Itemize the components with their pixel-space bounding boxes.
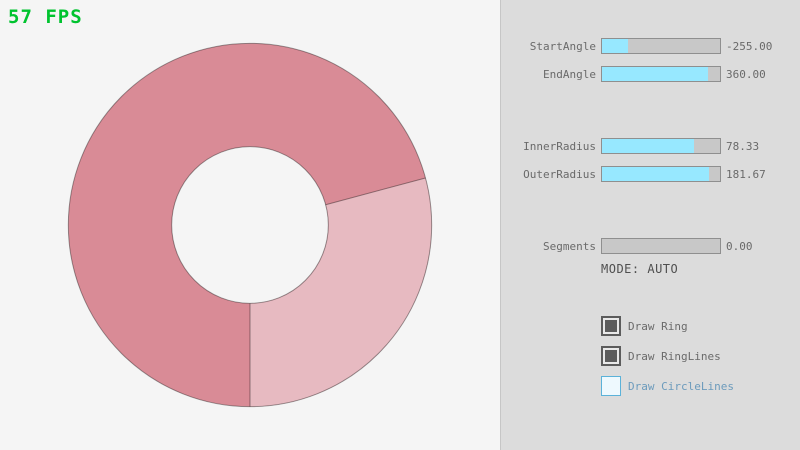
check-mark (605, 350, 617, 362)
slider-row: OuterRadius 181.67 (501, 166, 766, 182)
checkbox-row: Draw Ring (601, 316, 688, 336)
slider-value: -255.00 (726, 39, 773, 53)
ring-edge-right (325, 177, 426, 206)
ring-outline-outer (67, 42, 433, 408)
fps-counter: 57 FPS (8, 6, 83, 28)
draw-ring-checkbox[interactable] (601, 316, 621, 336)
ring-outline-inner (171, 146, 329, 304)
outer-radius-slider[interactable] (601, 166, 721, 182)
slider-row: EndAngle 360.00 (501, 66, 766, 82)
slider-label: OuterRadius (523, 167, 596, 181)
slider-fill (602, 167, 710, 181)
end-angle-slider[interactable] (601, 66, 721, 82)
slider-row: Segments 0.00 (501, 238, 753, 254)
start-angle-slider[interactable] (601, 38, 721, 54)
slider-label: Segments (543, 239, 596, 253)
inner-radius-slider[interactable] (601, 138, 721, 154)
slider-row: StartAngle -255.00 (501, 38, 772, 54)
slider-value: 181.67 (726, 167, 766, 181)
slider-row: InnerRadius 78.33 (501, 138, 759, 154)
checkbox-label: Draw Ring (628, 319, 688, 333)
ring-light-sector (250, 177, 432, 407)
control-panel: StartAngle -255.00 EndAngle 360.00 Inner… (500, 0, 800, 450)
checkbox-label: Draw CircleLines (628, 379, 734, 393)
mode-label: MODE: AUTO (601, 262, 679, 276)
slider-fill (602, 67, 709, 81)
slider-value: 78.33 (726, 139, 760, 153)
slider-label: InnerRadius (523, 139, 596, 153)
check-mark (605, 320, 617, 332)
slider-fill (602, 139, 695, 153)
draw-circlelines-checkbox[interactable] (601, 376, 621, 396)
checkbox-label: Draw RingLines (628, 349, 721, 363)
draw-ringlines-checkbox[interactable] (601, 346, 621, 366)
checkbox-row: Draw CircleLines (601, 376, 734, 396)
segments-slider[interactable] (601, 238, 721, 254)
ring-chart (67, 42, 433, 408)
checkbox-row: Draw RingLines (601, 346, 721, 366)
slider-fill (602, 39, 628, 53)
slider-value: 0.00 (726, 239, 753, 253)
slider-value: 360.00 (726, 67, 766, 81)
slider-label: EndAngle (543, 67, 596, 81)
slider-label: StartAngle (529, 39, 596, 53)
